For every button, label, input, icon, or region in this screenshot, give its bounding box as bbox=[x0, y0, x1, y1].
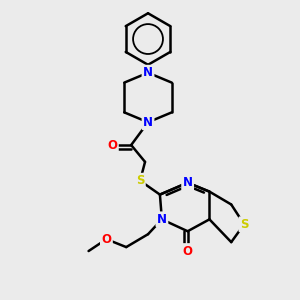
Text: S: S bbox=[136, 174, 144, 187]
Text: N: N bbox=[143, 116, 153, 129]
Text: O: O bbox=[183, 244, 193, 258]
Text: S: S bbox=[240, 218, 248, 231]
Text: N: N bbox=[183, 176, 193, 189]
Text: O: O bbox=[101, 233, 111, 246]
Text: O: O bbox=[107, 139, 117, 152]
Text: N: N bbox=[143, 66, 153, 79]
Text: N: N bbox=[157, 213, 167, 226]
